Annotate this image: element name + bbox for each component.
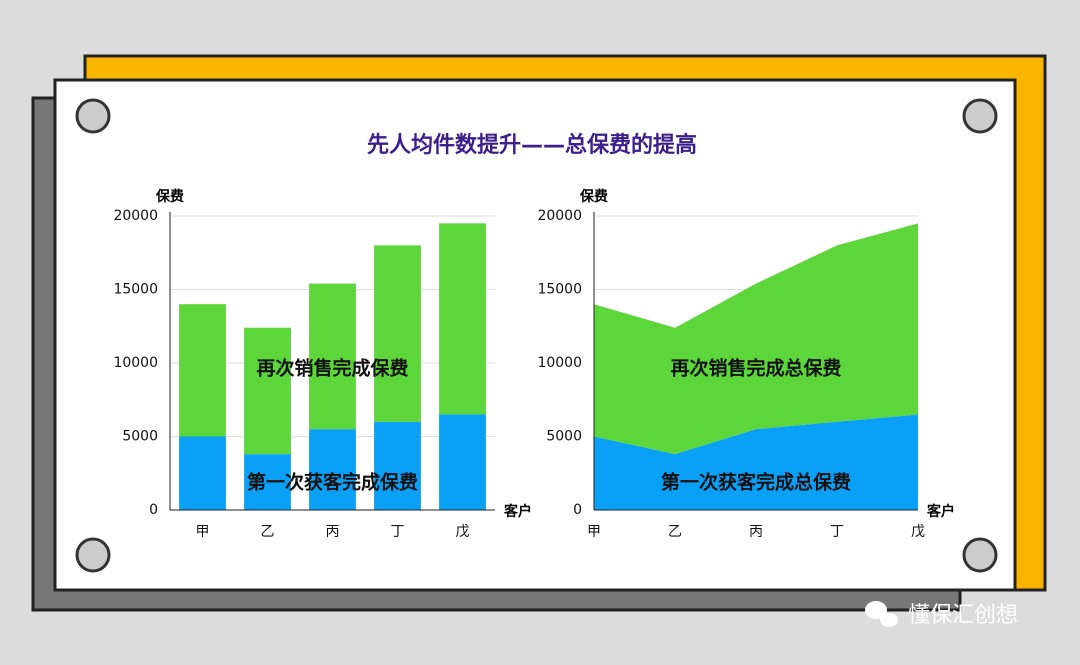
- y-tick-label: 10000: [113, 355, 158, 371]
- x-tick-label: 丙: [326, 524, 340, 540]
- y-tick-label: 20000: [537, 208, 582, 224]
- area: [594, 223, 918, 455]
- pin: [75, 537, 111, 573]
- page-title: 先人均件数提升——总保费的提高: [367, 132, 697, 158]
- y-tick-label: 0: [149, 502, 158, 518]
- bar-segment: [374, 421, 421, 510]
- y-tick-label: 15000: [113, 282, 158, 298]
- bar-segment: [309, 283, 356, 430]
- series-label: 第一次获客完成保费: [247, 471, 418, 494]
- y-tick-label: 5000: [122, 429, 158, 445]
- x-tick-label: 丁: [830, 524, 844, 540]
- y-axis-label: 保费: [579, 188, 608, 205]
- bar-segment: [244, 327, 291, 455]
- x-tick-label: 戊: [456, 524, 470, 540]
- bar-segment: [374, 245, 421, 422]
- watermark-icon: [865, 601, 898, 627]
- charts: 05000100001500020000甲乙丙丁戊保费客户第一次获客完成保费再次…: [113, 188, 955, 540]
- pin: [75, 98, 111, 134]
- bar-segment: [244, 454, 291, 510]
- x-tick-label: 甲: [587, 524, 601, 540]
- x-tick-label: 甲: [196, 524, 210, 540]
- x-axis-label: 客户: [926, 503, 955, 520]
- series-label: 第一次获客完成总保费: [661, 471, 851, 494]
- x-tick-label: 乙: [668, 524, 682, 540]
- series-label: 再次销售完成总保费: [670, 357, 841, 380]
- x-tick-label: 乙: [261, 524, 275, 540]
- bar-segment: [309, 429, 356, 510]
- watermark: 懂保汇创想: [908, 603, 1018, 628]
- y-tick-label: 20000: [113, 208, 158, 224]
- x-axis-label: 客户: [503, 503, 532, 520]
- series-label: 再次销售完成保费: [256, 357, 408, 380]
- x-tick-label: 戊: [911, 524, 925, 540]
- y-tick-label: 0: [573, 502, 582, 518]
- y-tick-label: 10000: [537, 355, 582, 371]
- icon-bubble: [865, 601, 887, 619]
- bar-segment: [179, 436, 226, 510]
- y-tick-label: 5000: [546, 429, 582, 445]
- y-axis-label: 保费: [155, 188, 184, 205]
- y-tick-label: 15000: [537, 282, 582, 298]
- x-tick-label: 丙: [749, 524, 763, 540]
- pins: [75, 98, 998, 573]
- bar-segment: [179, 304, 226, 437]
- bar-segment: [439, 223, 486, 415]
- x-tick-label: 丁: [391, 524, 405, 540]
- pin: [962, 98, 998, 134]
- pin: [962, 537, 998, 573]
- icon-bubble: [880, 613, 898, 627]
- bar-segment: [439, 414, 486, 510]
- area: [594, 414, 918, 510]
